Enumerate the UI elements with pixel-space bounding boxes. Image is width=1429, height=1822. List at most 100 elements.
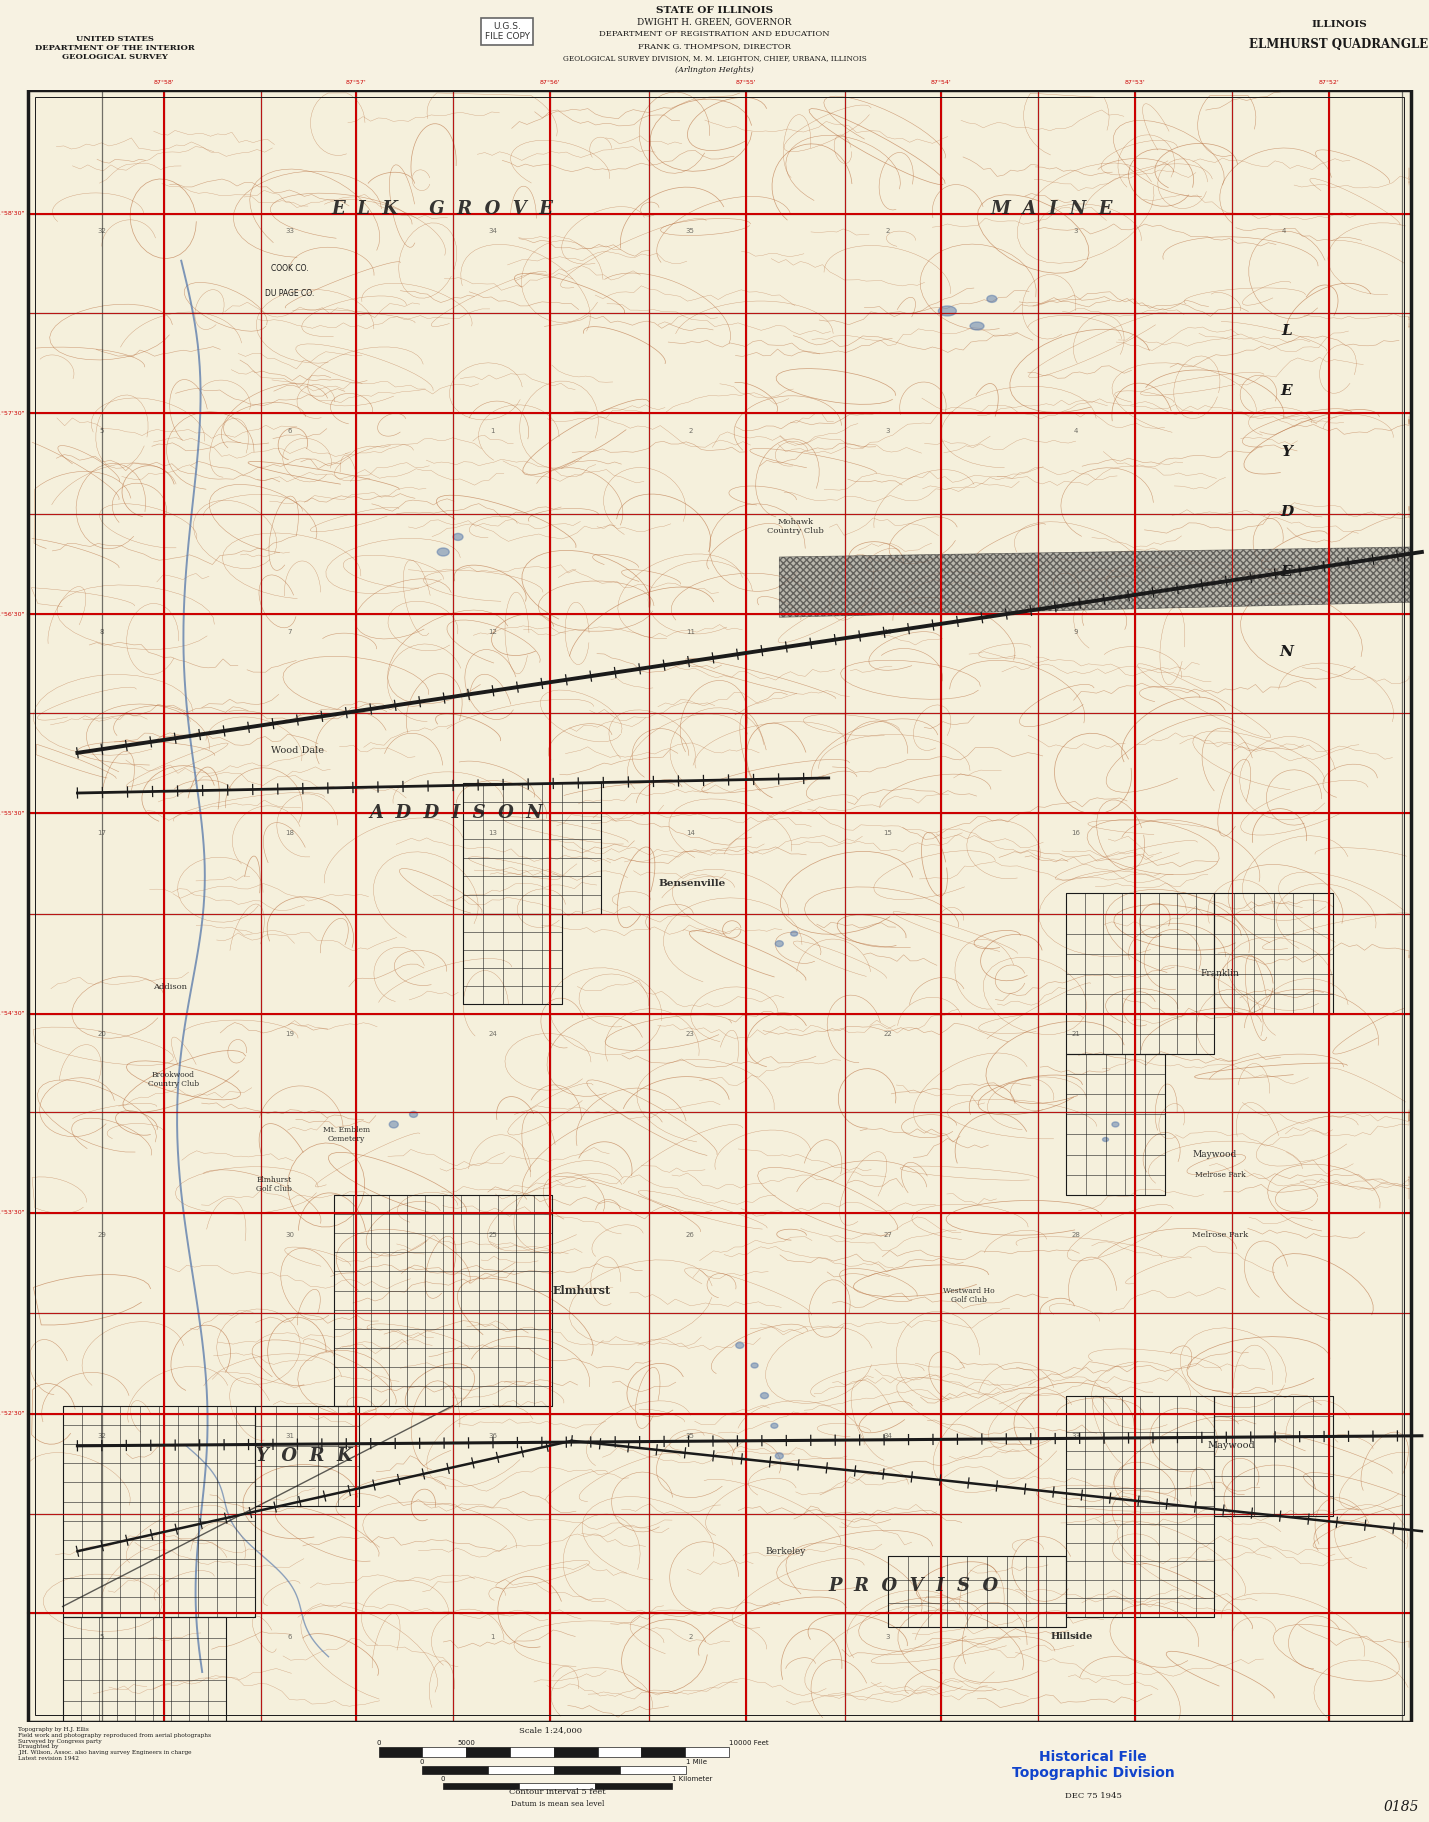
Text: 2: 2 (689, 1634, 693, 1640)
Text: 19: 19 (286, 1031, 294, 1037)
Text: 4: 4 (1073, 1634, 1077, 1640)
Text: 87°53': 87°53' (1125, 80, 1146, 86)
Bar (463, 913, 562, 1004)
Text: 18: 18 (286, 831, 294, 836)
Text: E  L  K     G  R  O  V  E: E L K G R O V E (332, 199, 554, 217)
Text: 0: 0 (376, 1740, 382, 1745)
Bar (1066, 1396, 1215, 1616)
Text: 14: 14 (686, 831, 694, 836)
Text: ELMHURST QUADRANGLE: ELMHURST QUADRANGLE (1249, 38, 1429, 51)
Text: Melrose Park: Melrose Park (1192, 1232, 1249, 1239)
Text: Bensenville: Bensenville (659, 878, 726, 887)
Text: 1 Mile: 1 Mile (686, 1758, 707, 1766)
Text: 41°52'30": 41°52'30" (0, 1412, 24, 1416)
Text: Mohawk
Country Club: Mohawk Country Club (767, 517, 825, 536)
Text: 8: 8 (100, 629, 104, 636)
Text: 35: 35 (686, 228, 694, 233)
Text: 87°55': 87°55' (736, 80, 756, 86)
Text: 87°57': 87°57' (346, 80, 367, 86)
Text: E: E (1280, 565, 1292, 579)
Text: 10000 Feet: 10000 Feet (729, 1740, 769, 1745)
Text: ILLINOIS: ILLINOIS (1312, 20, 1368, 29)
Text: Maywood: Maywood (1192, 1150, 1236, 1159)
Bar (1066, 893, 1215, 1055)
Text: 41°55'30": 41°55'30" (0, 811, 24, 816)
Text: 28: 28 (1072, 1232, 1080, 1237)
Text: Scale 1:24,000: Scale 1:24,000 (519, 1725, 582, 1735)
Ellipse shape (770, 1423, 777, 1428)
Bar (29, 89, 1410, 1722)
Text: E: E (1280, 384, 1292, 399)
Text: 5: 5 (100, 1634, 104, 1640)
Ellipse shape (790, 931, 797, 937)
Text: 32: 32 (97, 1432, 107, 1439)
Bar (487, 1766, 553, 1775)
Text: 36: 36 (489, 1432, 497, 1439)
Bar (553, 1766, 620, 1775)
Ellipse shape (970, 322, 985, 330)
Text: Wood Dale: Wood Dale (272, 747, 324, 756)
Bar (423, 1747, 466, 1756)
Text: 87°54': 87°54' (932, 80, 952, 86)
Bar (334, 1195, 552, 1405)
Text: 35: 35 (686, 1432, 694, 1439)
Text: Berkeley: Berkeley (766, 1547, 806, 1556)
Text: (Arlington Heights): (Arlington Heights) (674, 66, 755, 75)
Ellipse shape (437, 548, 449, 556)
Bar (684, 1747, 729, 1756)
Text: 34: 34 (489, 228, 497, 233)
Ellipse shape (453, 534, 463, 541)
Bar (519, 1784, 596, 1789)
Text: Mt. Emblem
Cemetery: Mt. Emblem Cemetery (323, 1126, 370, 1142)
Text: 25: 25 (489, 1232, 497, 1237)
Ellipse shape (752, 1363, 759, 1368)
Text: 11: 11 (686, 629, 694, 636)
Text: Hillside: Hillside (1050, 1633, 1093, 1642)
Text: 2: 2 (886, 228, 890, 233)
Bar (63, 1405, 256, 1616)
Ellipse shape (389, 1121, 399, 1128)
Text: 6: 6 (287, 428, 292, 434)
Text: 1 Kilometer: 1 Kilometer (672, 1776, 712, 1782)
Ellipse shape (736, 1343, 743, 1348)
Bar (553, 1747, 597, 1756)
Bar (256, 1405, 359, 1507)
Text: 22: 22 (883, 1031, 893, 1037)
Bar (620, 1766, 686, 1775)
Bar (443, 1784, 519, 1789)
Text: 4: 4 (1282, 228, 1286, 233)
Text: 3: 3 (886, 428, 890, 434)
Text: Contour interval 5 feet: Contour interval 5 feet (509, 1787, 606, 1796)
Bar (1215, 893, 1333, 1015)
Text: FRANK G. THOMPSON, DIRECTOR: FRANK G. THOMPSON, DIRECTOR (639, 42, 790, 49)
Bar (0, 1722, 1429, 1822)
Text: Melrose Park: Melrose Park (1195, 1172, 1246, 1179)
Ellipse shape (410, 1111, 417, 1117)
Text: Franklin: Franklin (1200, 969, 1239, 978)
Ellipse shape (760, 1392, 769, 1399)
Text: 5: 5 (100, 428, 104, 434)
Bar (0, 0, 1429, 89)
Text: Historical File
Topographic Division: Historical File Topographic Division (1012, 1749, 1175, 1780)
Text: 5000: 5000 (457, 1740, 476, 1745)
Text: 30: 30 (286, 1232, 294, 1237)
Text: 1: 1 (490, 428, 494, 434)
Ellipse shape (1112, 1122, 1119, 1128)
Text: Addison: Addison (153, 982, 187, 991)
Text: DU PAGE CO.: DU PAGE CO. (266, 290, 314, 297)
Text: 34: 34 (883, 1432, 893, 1439)
Text: N: N (1279, 645, 1293, 660)
Ellipse shape (1103, 1137, 1109, 1142)
Text: 0: 0 (419, 1758, 424, 1766)
Bar (510, 1747, 553, 1756)
Bar (466, 1747, 510, 1756)
Text: 13: 13 (489, 831, 497, 836)
Ellipse shape (776, 940, 783, 947)
Text: 4: 4 (1073, 428, 1077, 434)
Bar (34, 97, 1405, 1715)
Text: P  R  O  V  I  S  O: P R O V I S O (827, 1578, 999, 1596)
Bar (642, 1747, 684, 1756)
Text: 1: 1 (490, 1634, 494, 1640)
Text: Elmhurst: Elmhurst (552, 1285, 610, 1295)
Text: 24: 24 (489, 1031, 497, 1037)
